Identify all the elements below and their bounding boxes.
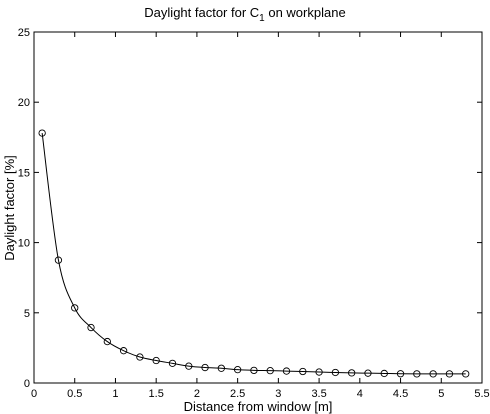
x-tick-label: 4 [357,388,363,400]
chart-title-main: Daylight factor for C [144,5,259,20]
y-tick-label: 0 [24,378,30,390]
y-tick-label: 5 [24,308,30,320]
x-tick-label: 4.5 [393,388,408,400]
x-tick-label: 1 [112,388,118,400]
x-tick-label: 5.5 [474,388,489,400]
chart-title: Daylight factor for C1 on workplane [144,5,345,24]
y-tick-label: 15 [18,167,30,179]
y-tick-label: 20 [18,97,30,109]
y-tick-label: 10 [18,238,30,250]
y-axis-title: Daylight factor [%] [2,155,17,261]
chart-title-suffix: on workplane [265,5,346,20]
y-tick-label: 25 [18,27,30,39]
x-tick-label: 5 [438,388,444,400]
x-tick-label: 0.5 [67,388,82,400]
plot-area [34,32,482,383]
x-tick-label: 0 [31,388,37,400]
x-tick-label: 1.5 [149,388,164,400]
x-axis-title: Distance from window [m] [184,399,333,414]
